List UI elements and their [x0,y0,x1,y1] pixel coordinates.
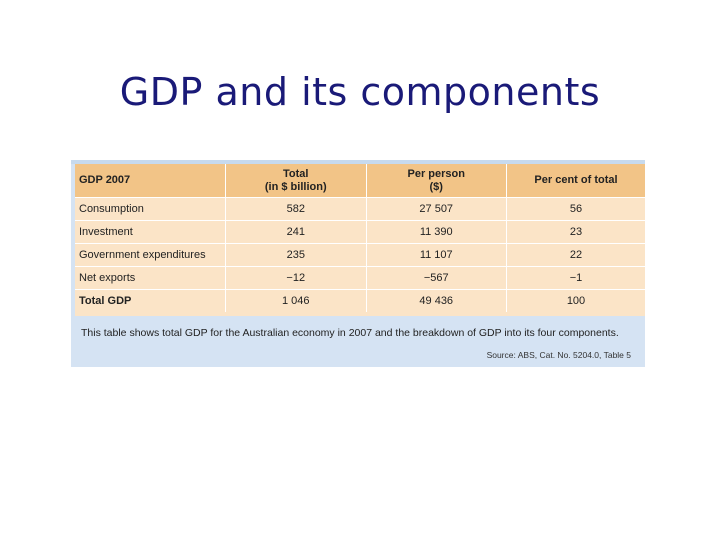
header-gdp-2007: GDP 2007 [75,164,227,198]
header-line: Per person [407,167,465,180]
cell-per-person: 11 107 [366,243,507,267]
row-label: Investment [75,220,227,244]
header-line: Total [283,167,309,180]
header-line: GDP 2007 [79,174,131,186]
table-row: Net exports −12 −567 −1 [75,266,645,290]
row-label: Consumption [75,197,227,221]
cell-per-cent: 100 [506,289,645,312]
cell-total: 241 [225,220,367,244]
cell-total: 582 [225,197,367,221]
cell-total: 235 [225,243,367,267]
gdp-table-figure: GDP 2007 Total (in $ billion) Per person… [71,160,645,367]
table-row-total: Total GDP 1 046 49 436 100 [75,289,645,312]
header-line: (in $ billion) [264,180,327,193]
table-row: Investment 241 11 390 23 [75,220,645,244]
header-total: Total (in $ billion) [225,164,367,198]
row-label: Government expenditures [75,243,227,267]
cell-per-person: 27 507 [366,197,507,221]
cell-total: 1 046 [225,289,367,312]
cell-per-cent: 22 [506,243,645,267]
gdp-table: GDP 2007 Total (in $ billion) Per person… [75,164,645,312]
table-source: Source: ABS, Cat. No. 5204.0, Table 5 [486,350,631,360]
cell-per-cent: 56 [506,197,645,221]
table-row: Consumption 582 27 507 56 [75,197,645,221]
row-label: Total GDP [75,289,227,312]
cell-per-person: −567 [366,266,507,290]
cell-total: −12 [225,266,367,290]
top-strip [71,160,645,164]
slide-title: GDP and its components [119,70,601,114]
row-label: Net exports [75,266,227,290]
cell-per-cent: −1 [506,266,645,290]
bottom-strip [75,312,645,316]
cell-per-person: 49 436 [366,289,507,312]
header-line: Per cent of total [534,174,618,186]
table-header-row: GDP 2007 Total (in $ billion) Per person… [75,164,645,198]
header-per-cent: Per cent of total [506,164,645,198]
header-line: ($) [429,180,443,193]
table-caption: This table shows total GDP for the Austr… [81,327,619,339]
header-per-person: Per person ($) [366,164,507,198]
cell-per-person: 11 390 [366,220,507,244]
table-row: Government expenditures 235 11 107 22 [75,243,645,267]
cell-per-cent: 23 [506,220,645,244]
